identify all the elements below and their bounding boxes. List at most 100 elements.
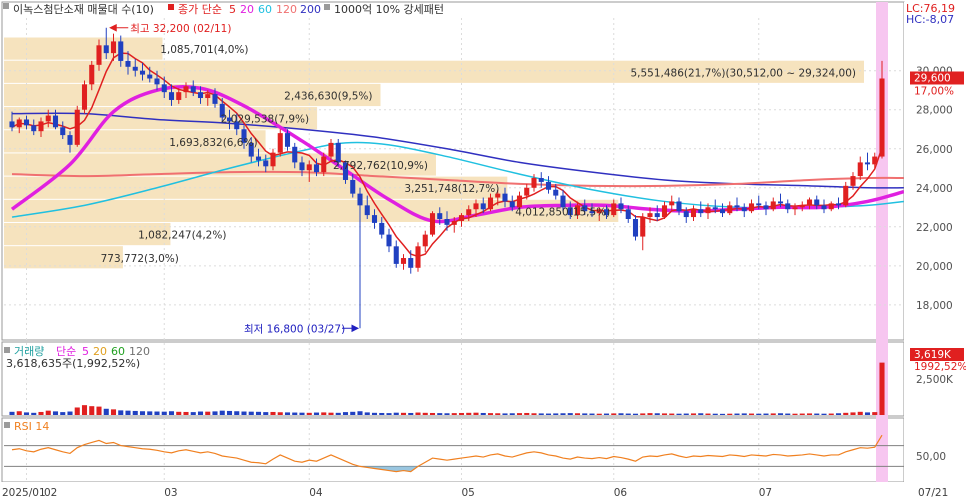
candle[interactable] <box>437 207 443 225</box>
volume-panel[interactable] <box>1 341 905 417</box>
candle[interactable] <box>683 207 689 223</box>
candle[interactable] <box>770 197 776 212</box>
candle[interactable] <box>814 195 820 210</box>
candle[interactable] <box>466 205 472 221</box>
candle[interactable] <box>741 203 747 218</box>
candle[interactable] <box>451 217 457 233</box>
candle[interactable] <box>248 137 254 163</box>
rsi-panel[interactable] <box>1 417 905 483</box>
candle[interactable] <box>400 254 407 270</box>
candle[interactable] <box>234 113 240 136</box>
candle[interactable] <box>567 201 573 220</box>
candle[interactable] <box>176 88 182 104</box>
candle[interactable] <box>444 211 450 231</box>
candle[interactable] <box>67 131 73 153</box>
candle[interactable] <box>393 240 399 268</box>
candle[interactable] <box>364 195 370 220</box>
candle[interactable] <box>154 70 160 91</box>
candle[interactable] <box>560 189 566 212</box>
candle[interactable] <box>835 197 842 210</box>
candle[interactable] <box>74 105 80 147</box>
candle[interactable] <box>748 199 755 214</box>
candle[interactable] <box>712 199 718 214</box>
candle[interactable] <box>313 158 320 177</box>
candle[interactable] <box>306 160 312 182</box>
candle[interactable] <box>850 172 856 190</box>
candle[interactable] <box>589 203 595 218</box>
candle[interactable] <box>147 66 153 83</box>
candle[interactable] <box>197 86 204 104</box>
candle[interactable] <box>335 138 341 167</box>
candle[interactable] <box>350 174 356 198</box>
candle[interactable] <box>96 39 102 71</box>
candle[interactable] <box>669 195 675 212</box>
candle[interactable] <box>161 76 167 99</box>
candle[interactable] <box>81 80 88 114</box>
candle[interactable] <box>118 35 124 67</box>
candle[interactable] <box>45 109 51 128</box>
candle[interactable] <box>872 152 878 169</box>
candle[interactable] <box>516 191 523 210</box>
candle[interactable] <box>357 187 363 329</box>
candle[interactable] <box>132 58 138 77</box>
candle[interactable] <box>473 199 479 218</box>
candle[interactable] <box>89 60 95 91</box>
candle[interactable] <box>705 203 711 220</box>
candle[interactable] <box>125 51 131 75</box>
candle[interactable] <box>386 228 392 253</box>
candle[interactable] <box>9 111 15 132</box>
candle[interactable] <box>777 193 784 208</box>
candle[interactable] <box>487 193 494 212</box>
candle[interactable] <box>611 199 617 218</box>
candle[interactable] <box>538 172 544 188</box>
candle[interactable] <box>654 205 660 221</box>
candle[interactable] <box>52 109 59 130</box>
candle[interactable] <box>574 201 581 220</box>
candle[interactable] <box>205 90 211 106</box>
candle[interactable] <box>408 250 414 274</box>
candle[interactable] <box>625 205 631 223</box>
candle[interactable] <box>299 156 305 177</box>
candle[interactable] <box>379 217 385 239</box>
candle[interactable] <box>632 215 639 241</box>
candle[interactable] <box>190 80 196 97</box>
candle[interactable] <box>806 197 813 210</box>
candle[interactable] <box>371 209 378 229</box>
candle[interactable] <box>241 125 247 149</box>
candle[interactable] <box>110 33 117 61</box>
candle[interactable] <box>212 88 218 108</box>
candle[interactable] <box>139 62 146 81</box>
candle[interactable] <box>502 187 508 208</box>
candle[interactable] <box>785 199 791 214</box>
candle[interactable] <box>480 197 486 214</box>
candle[interactable] <box>553 183 559 200</box>
candle[interactable] <box>531 174 537 192</box>
candle[interactable] <box>640 213 646 251</box>
candle[interactable] <box>168 84 175 106</box>
candle[interactable] <box>422 230 428 253</box>
candle[interactable] <box>328 138 334 161</box>
candle[interactable] <box>263 154 269 173</box>
candle[interactable] <box>183 82 189 99</box>
candle[interactable] <box>647 207 653 223</box>
candle[interactable] <box>415 242 421 272</box>
candle[interactable] <box>676 197 682 216</box>
candle[interactable] <box>38 117 44 138</box>
candle[interactable] <box>582 199 588 216</box>
candle[interactable] <box>792 203 798 216</box>
candle[interactable] <box>661 201 668 220</box>
candle[interactable] <box>284 129 291 151</box>
candle[interactable] <box>698 201 704 218</box>
candle[interactable] <box>60 121 66 139</box>
candle[interactable] <box>603 205 610 220</box>
candle[interactable] <box>821 199 827 214</box>
candle[interactable] <box>879 60 885 159</box>
candle[interactable] <box>495 189 501 206</box>
candle[interactable] <box>219 98 225 124</box>
candle[interactable] <box>16 117 22 134</box>
candle[interactable] <box>270 148 276 171</box>
candle[interactable] <box>719 203 726 218</box>
candle[interactable] <box>734 197 740 212</box>
candle[interactable] <box>828 201 834 212</box>
